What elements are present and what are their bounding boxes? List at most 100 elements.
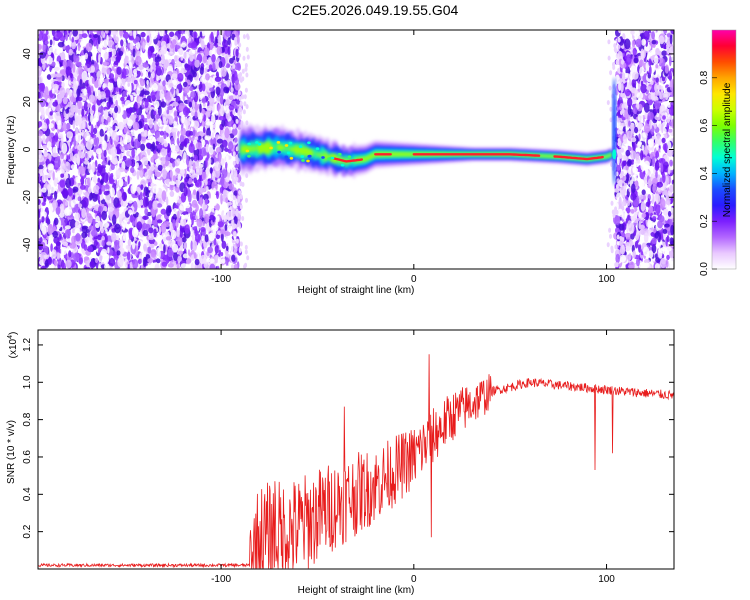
spectrogram-cell	[162, 168, 167, 180]
spectrogram-cell	[34, 250, 38, 255]
spectrogram-cell	[171, 58, 175, 67]
spectrogram-cell	[142, 62, 149, 68]
spectrogram-cell	[107, 80, 114, 91]
spectrogram-cell	[99, 128, 104, 137]
spectrogram-cell	[216, 191, 219, 200]
spectrogram-cell	[110, 163, 115, 171]
spectrogram-cell	[113, 81, 119, 88]
spectrogram-cell	[45, 108, 50, 116]
spectrogram-cell	[132, 240, 136, 250]
spectrogram-cell	[190, 41, 197, 49]
spectrogram-cell	[216, 138, 224, 144]
spectrogram-cell	[156, 203, 163, 208]
spectrogram-cell	[191, 254, 195, 261]
spectrogram-cell	[232, 127, 238, 136]
spectrogram-cell	[183, 51, 187, 60]
spectrogram-cell	[119, 86, 122, 95]
spectrogram-cell	[150, 144, 155, 152]
spectrogram-cell	[643, 258, 650, 264]
spectrogram-cell	[237, 90, 241, 96]
spectrogram-cell	[34, 190, 37, 194]
spectrogram-cell	[46, 74, 52, 80]
spectrogram-cell	[643, 262, 650, 268]
spectrogram-cell	[236, 35, 240, 45]
spectrogram-cell	[211, 170, 216, 181]
spectrogram-cell	[228, 183, 235, 190]
spectrogram-cell	[202, 102, 206, 107]
spectrogram-cell	[192, 120, 200, 129]
spectrogram-cell	[234, 137, 238, 143]
spectrogram-cell	[98, 205, 103, 212]
spectrogram-cell	[152, 82, 158, 92]
spectrogram-cell	[241, 182, 245, 187]
spectrogram-cell	[200, 227, 206, 232]
spectrogram-cell	[130, 167, 135, 174]
spectrogram-cell	[199, 103, 202, 113]
spectrogram-cell	[219, 87, 225, 98]
spectrogram-cell	[225, 197, 229, 204]
spectrogram-cell	[156, 137, 163, 142]
spectrogram-cell	[75, 233, 81, 242]
spectrogram-cell	[41, 187, 47, 193]
spectrogram-cell	[159, 243, 163, 249]
spectrogram-cell	[124, 100, 132, 109]
spectrogram-cell	[165, 205, 172, 217]
spectrogram-cell	[166, 196, 169, 206]
spectrogram-cell	[102, 39, 109, 48]
spectrogram-cell	[78, 55, 86, 65]
spectrogram-cell	[111, 48, 117, 56]
spectrogram-cell	[106, 241, 112, 246]
spectrogram-cell	[39, 99, 46, 108]
spectrogram-cell	[59, 69, 66, 75]
spectrogram-cell	[189, 53, 194, 62]
spectrogram-cell	[227, 37, 231, 46]
spectrogram-cell	[192, 99, 196, 110]
spectrogram-cell	[82, 119, 86, 130]
spectrogram-cell	[135, 55, 142, 66]
spectrogram-cell	[239, 204, 243, 210]
spectrogram-cell	[152, 185, 159, 194]
spectrogram-cell	[72, 120, 76, 130]
spectrogram-cell	[127, 82, 130, 87]
spectrogram-cell	[242, 109, 246, 115]
spectrogram-cell	[226, 210, 233, 221]
spectrogram-cell	[78, 149, 82, 158]
spectrogram-cell	[175, 116, 178, 122]
spectrogram-cell	[194, 111, 198, 119]
spectrogram-cell	[235, 208, 239, 214]
spectrogram-cell	[76, 96, 83, 102]
spectrogram-cell	[144, 129, 148, 138]
spectrogram-cell	[232, 195, 236, 201]
spectrogram-cell	[52, 152, 58, 158]
spectrogram-cell	[112, 214, 117, 225]
spectrogram-cell	[187, 37, 192, 42]
spectrogram-cell	[214, 221, 219, 232]
spectrogram-cell	[54, 190, 58, 200]
spectrogram-cell	[34, 28, 37, 39]
spectrogram-cell	[79, 166, 86, 175]
spectrogram-cell	[146, 241, 150, 247]
spectrogram-cell	[77, 203, 83, 208]
spectrogram-cell	[130, 214, 134, 223]
spectrogram-cell	[33, 60, 36, 66]
spectrogram-cell	[167, 248, 174, 258]
spectrogram-cell	[108, 73, 115, 80]
spectrogram-cell	[237, 111, 241, 116]
spectrogram-cell	[162, 111, 168, 122]
spectrogram-cell	[163, 163, 166, 169]
spectrogram-cell	[187, 191, 192, 203]
spectrogram-cell	[131, 159, 135, 168]
spectrogram-cell	[71, 228, 76, 234]
spectrogram-cell	[172, 175, 177, 182]
spectrogram-cell	[172, 213, 177, 221]
spectrogram-cell	[136, 87, 141, 96]
spectrogram-cell	[123, 117, 128, 124]
spectrogram-cell	[204, 111, 211, 118]
spectrogram-cell	[103, 233, 108, 245]
spectrogram-cell	[68, 48, 74, 56]
spectrogram-cell	[179, 203, 186, 211]
spectrogram-cell	[221, 240, 227, 249]
spectrogram-cell	[48, 123, 54, 129]
spectrogram-cell	[151, 61, 157, 72]
spectrogram-cell	[169, 43, 175, 49]
